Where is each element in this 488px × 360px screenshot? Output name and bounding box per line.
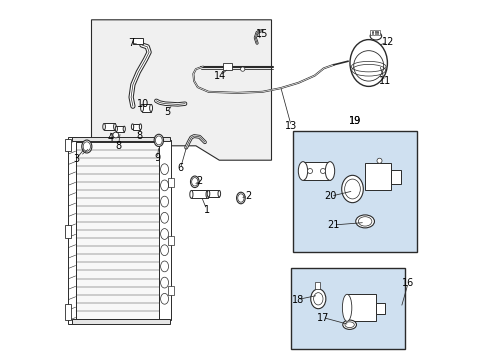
Text: 19: 19 bbox=[348, 116, 361, 126]
Bar bbox=[223, 63, 231, 70]
Ellipse shape bbox=[154, 134, 163, 147]
Ellipse shape bbox=[190, 176, 199, 188]
Text: 16: 16 bbox=[401, 278, 413, 288]
Text: 20: 20 bbox=[324, 191, 336, 201]
Bar bbox=[65, 304, 71, 320]
Ellipse shape bbox=[355, 215, 374, 228]
Ellipse shape bbox=[342, 294, 351, 321]
Ellipse shape bbox=[139, 124, 142, 130]
Ellipse shape bbox=[115, 126, 117, 132]
Ellipse shape bbox=[83, 142, 90, 151]
Bar bbox=[375, 30, 377, 35]
Ellipse shape bbox=[113, 123, 116, 130]
Ellipse shape bbox=[349, 40, 386, 86]
Bar bbox=[76, 142, 159, 319]
Circle shape bbox=[376, 158, 381, 163]
Bar bbox=[64, 139, 71, 151]
Text: 8: 8 bbox=[136, 131, 142, 141]
Text: 4: 4 bbox=[107, 132, 113, 143]
Ellipse shape bbox=[341, 175, 363, 203]
Text: 19: 19 bbox=[348, 116, 361, 126]
Polygon shape bbox=[91, 20, 271, 160]
Bar bbox=[208, 190, 219, 197]
Text: 9: 9 bbox=[154, 153, 160, 163]
Bar bbox=[72, 319, 170, 324]
Ellipse shape bbox=[369, 32, 381, 40]
Ellipse shape bbox=[344, 322, 354, 328]
Bar bbox=[64, 225, 71, 238]
Ellipse shape bbox=[155, 136, 162, 145]
Bar bbox=[370, 30, 371, 35]
Ellipse shape bbox=[207, 190, 209, 197]
Ellipse shape bbox=[313, 293, 323, 305]
Bar bbox=[133, 38, 142, 44]
Bar bbox=[167, 236, 174, 245]
Text: 15: 15 bbox=[255, 29, 267, 39]
Text: 3: 3 bbox=[73, 154, 79, 164]
Circle shape bbox=[113, 132, 119, 138]
Bar bbox=[303, 162, 329, 180]
Bar bbox=[315, 282, 320, 289]
Ellipse shape bbox=[358, 217, 371, 226]
Ellipse shape bbox=[218, 190, 220, 197]
Bar bbox=[142, 104, 151, 112]
Text: 1: 1 bbox=[203, 204, 209, 215]
Ellipse shape bbox=[123, 126, 125, 132]
Text: 10: 10 bbox=[137, 99, 149, 109]
Text: 5: 5 bbox=[163, 107, 170, 117]
Bar bbox=[72, 137, 170, 141]
Bar bbox=[104, 123, 115, 130]
Ellipse shape bbox=[131, 124, 133, 130]
Bar bbox=[167, 286, 174, 295]
Bar bbox=[292, 131, 416, 252]
Text: 2: 2 bbox=[196, 176, 202, 186]
Bar bbox=[159, 140, 170, 320]
Bar bbox=[291, 268, 404, 349]
Ellipse shape bbox=[236, 192, 244, 204]
Bar bbox=[116, 126, 124, 132]
Ellipse shape bbox=[310, 289, 325, 309]
Bar bbox=[346, 294, 375, 321]
Bar bbox=[375, 303, 384, 314]
Bar bbox=[68, 137, 76, 324]
Ellipse shape bbox=[237, 194, 244, 202]
Text: 13: 13 bbox=[285, 121, 297, 131]
Ellipse shape bbox=[205, 190, 209, 198]
Circle shape bbox=[307, 168, 312, 174]
Ellipse shape bbox=[102, 123, 105, 130]
Bar bbox=[377, 30, 379, 35]
Ellipse shape bbox=[141, 104, 143, 112]
Ellipse shape bbox=[325, 162, 334, 180]
Bar bbox=[191, 190, 207, 198]
Bar bbox=[167, 178, 174, 187]
Text: 14: 14 bbox=[213, 71, 225, 81]
Ellipse shape bbox=[344, 179, 360, 199]
Bar bbox=[372, 30, 374, 35]
Text: 8: 8 bbox=[115, 141, 122, 151]
Ellipse shape bbox=[298, 162, 307, 180]
Text: 17: 17 bbox=[316, 312, 328, 323]
Ellipse shape bbox=[191, 177, 198, 186]
Ellipse shape bbox=[81, 140, 92, 153]
Text: 21: 21 bbox=[326, 220, 339, 230]
Text: 11: 11 bbox=[378, 76, 390, 86]
Ellipse shape bbox=[353, 51, 383, 81]
Ellipse shape bbox=[342, 320, 356, 329]
Ellipse shape bbox=[149, 104, 152, 112]
Ellipse shape bbox=[189, 190, 193, 198]
Text: 6: 6 bbox=[177, 163, 183, 174]
Text: 12: 12 bbox=[381, 37, 393, 47]
Bar bbox=[390, 170, 400, 184]
Circle shape bbox=[320, 168, 325, 174]
Text: 7: 7 bbox=[128, 38, 134, 48]
Bar bbox=[364, 163, 390, 190]
Text: 18: 18 bbox=[291, 294, 303, 305]
Bar bbox=[132, 124, 140, 130]
Circle shape bbox=[240, 67, 244, 71]
Text: 2: 2 bbox=[244, 191, 251, 201]
